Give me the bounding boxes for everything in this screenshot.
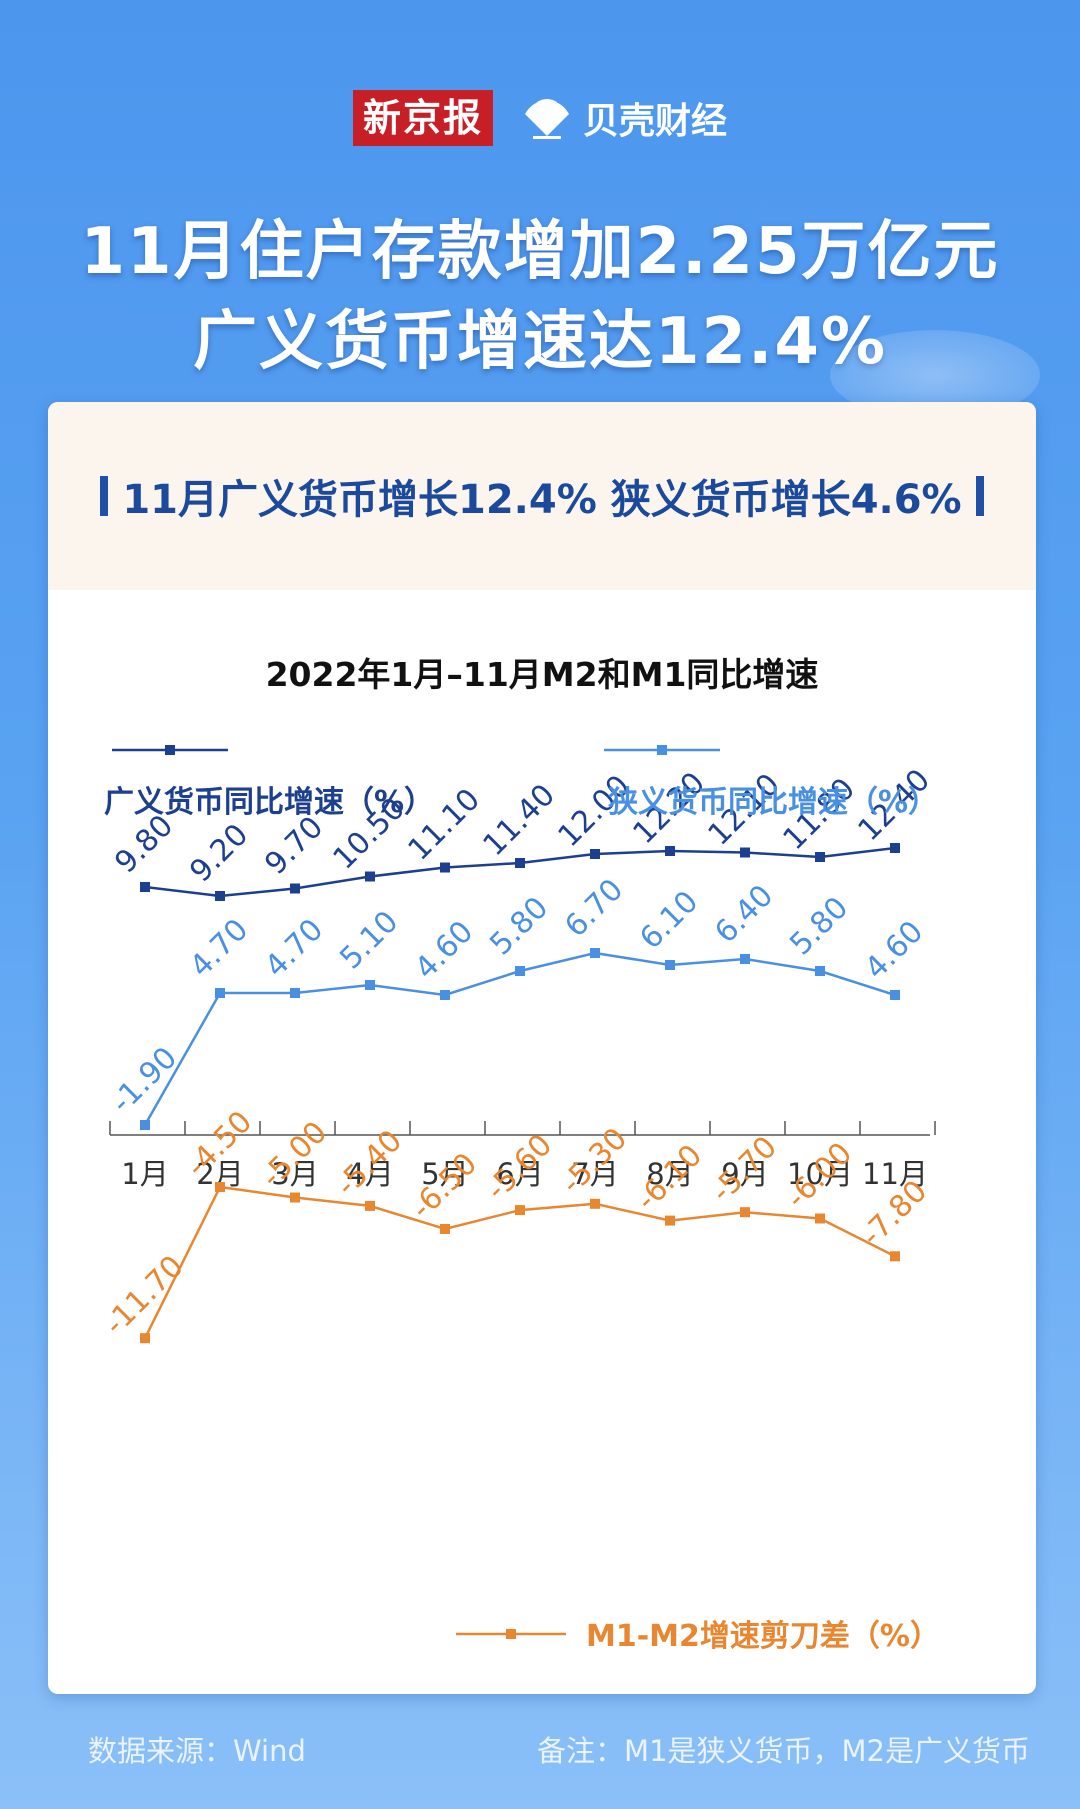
data-point-m2 (515, 858, 525, 868)
x-tick-label: 5月 (421, 1157, 468, 1191)
beike-logo-text: 贝壳财经 (583, 101, 728, 142)
data-point-diff (590, 1198, 600, 1209)
x-tick-label: 6月 (496, 1157, 543, 1191)
data-label-diff: -11.70 (98, 1249, 191, 1342)
data-label-m1: 6.10 (633, 884, 705, 956)
shell-icon (525, 99, 569, 139)
chart-card: 11月广义货币增长12.4% 狭义货币增长4.6% 2022年1月–11月M2和… (48, 402, 1036, 1694)
data-point-m1 (665, 960, 675, 970)
data-label-m1: 6.40 (708, 878, 780, 950)
legend-marker-m2 (165, 745, 175, 755)
series-line-m2 (144, 846, 896, 898)
x-tick-label: 1月 (121, 1157, 168, 1191)
x-tick-label: 9月 (721, 1157, 768, 1191)
footer-note: 备注：M1是狭义货币，M2是广义货币 (537, 1734, 1030, 1768)
data-point-diff (665, 1215, 675, 1226)
data-point-m2 (290, 883, 300, 894)
data-label-diff: -6.10 (629, 1138, 709, 1218)
data-point-diff (815, 1213, 825, 1224)
page-title-line1: 11月住户存款增加2.25万亿元 (80, 215, 1000, 289)
data-point-diff (440, 1224, 450, 1234)
data-point-m2 (815, 852, 825, 862)
data-point-m2 (140, 882, 150, 892)
data-point-diff (140, 1333, 150, 1344)
data-point-m1 (140, 1120, 150, 1130)
x-tick-label: 3月 (271, 1157, 318, 1191)
data-label-m1: -1.90 (104, 1040, 184, 1120)
page-title-line2: 广义货币增速达12.4% (192, 305, 888, 379)
data-label-m1: 5.10 (333, 904, 405, 976)
data-label-diff: -5.70 (704, 1130, 784, 1210)
data-point-m1 (590, 948, 600, 958)
subheading-bar-left (100, 476, 109, 516)
x-tick-label: 4月 (346, 1157, 393, 1191)
legend-label-m2: 广义货币同比增速（%） (104, 785, 434, 820)
data-label-m1: 4.60 (858, 914, 930, 986)
data-point-m2 (440, 862, 450, 873)
beike-logo: 贝壳财经 (519, 92, 727, 144)
data-point-diff (890, 1251, 900, 1262)
data-point-diff (215, 1182, 225, 1192)
data-label-m1: 4.70 (258, 912, 330, 984)
data-label-m1: 4.70 (183, 912, 255, 984)
x-tick-label: 7月 (571, 1157, 618, 1191)
series-line-m1 (143, 951, 896, 1126)
data-label-m1: 5.80 (783, 890, 855, 962)
chart-title: 2022年1月–11月M2和M1同比增速 (265, 655, 819, 694)
data-label-m1: 5.80 (483, 890, 555, 962)
data-point-m1 (365, 980, 375, 990)
logo-bar: 新京报 贝壳财经 (0, 88, 1080, 148)
legend-label-m1: 狭义货币同比增速（%） (607, 785, 938, 820)
data-point-m1 (290, 988, 300, 998)
x-tick-label: 10月 (787, 1157, 853, 1191)
x-tick-label: 11月 (862, 1157, 928, 1191)
data-label-m2: 11.40 (477, 778, 562, 863)
data-label-m1: 6.70 (558, 872, 630, 944)
data-label-m2: 9.20 (183, 817, 255, 889)
data-point-m2 (890, 843, 900, 853)
data-point-m1 (215, 988, 225, 998)
data-point-m1 (515, 966, 525, 976)
data-label-m2: 9.70 (258, 810, 330, 882)
data-point-m1 (815, 966, 825, 976)
data-point-diff (290, 1192, 300, 1203)
data-point-m2 (365, 871, 375, 882)
subheading-bar-right (975, 476, 984, 516)
data-point-m1 (440, 990, 450, 1000)
data-point-m2 (215, 891, 225, 901)
data-point-m2 (665, 846, 675, 856)
data-point-diff (515, 1205, 525, 1216)
legend-marker-diff (506, 1629, 516, 1639)
x-tick-label: 8月 (646, 1157, 693, 1191)
legend-marker-m1 (657, 745, 667, 755)
xinjingbao-logo: 新京报 (352, 90, 493, 146)
data-point-m2 (590, 849, 600, 859)
legend-label-diff: M1-M2增速剪刀差（%） (586, 1619, 940, 1654)
data-point-diff (365, 1200, 375, 1211)
card-subheading-text: 11月广义货币增长12.4% 狭义货币增长4.6% (122, 477, 962, 523)
card-header: 11月广义货币增长12.4% 狭义货币增长4.6% (48, 402, 1036, 590)
data-point-m1 (890, 990, 900, 1000)
data-point-m2 (740, 847, 750, 858)
card-subheading: 11月广义货币增长12.4% 狭义货币增长4.6% (100, 467, 984, 525)
footer-source: 数据来源：Wind (88, 1734, 306, 1768)
data-point-diff (740, 1207, 750, 1218)
data-point-m1 (740, 954, 750, 964)
data-label-m1: 4.60 (408, 914, 480, 986)
data-label-diff: -5.60 (479, 1128, 559, 1208)
